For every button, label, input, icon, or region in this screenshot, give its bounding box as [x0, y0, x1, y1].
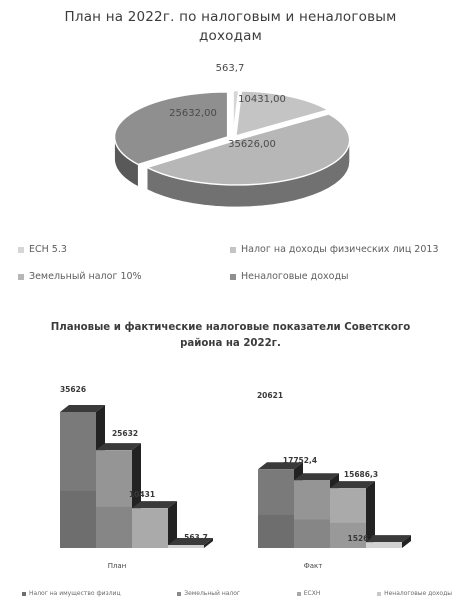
bar-top-1-4	[168, 538, 213, 545]
pie-legend-label-1: ЕСН 5.3	[29, 244, 67, 255]
bar-chart-title-line-1: Плановые и фактические налоговые показат…	[50, 322, 411, 333]
bar-band-2-3	[330, 522, 366, 548]
bar-legend-label-3: ЕСХН	[303, 590, 321, 597]
bar-side-2-4	[402, 535, 411, 548]
bar-legend-item-4: Неналоговые доходы	[377, 590, 452, 597]
bar-legend-item-2: Земельный налог	[177, 590, 240, 597]
bar-legend-item-1: Налог на имущество физлиц	[22, 590, 121, 597]
bar-group-1: 35626 25632 10431 563,7	[60, 385, 213, 548]
bar-band-2-2	[294, 519, 330, 548]
bar-top-1-2	[96, 443, 141, 451]
bar-band-2-1	[258, 514, 294, 548]
bar-legend-swatch-3	[296, 591, 301, 596]
bar-side-1-3	[168, 501, 177, 548]
pie-legend-item-3: Земельный налог 10%	[18, 271, 230, 282]
bar-chart-title: Плановые и фактические налоговые показат…	[30, 320, 431, 352]
pie-data-label-2: 10431,00	[238, 94, 286, 105]
bar-legend-label-4: Неналоговые доходы	[384, 590, 452, 597]
bar-legend: Налог на имущество физлиц Земельный нало…	[22, 590, 452, 597]
bar-group-2: 20621 17752,4 15686,3 1526,9	[257, 391, 411, 548]
pie-slice-4	[113, 91, 229, 166]
bar-legend-label-2: Земельный налог	[184, 590, 241, 597]
pie-chart-title-line-2: доходам	[198, 28, 263, 44]
pie-chart: 563,7 10431,00 35626,00 25632,00	[113, 63, 351, 208]
pie-legend-swatch-4	[230, 273, 236, 280]
bar-band-1-1	[60, 490, 96, 548]
pie-chart-title: План на 2022г. по налоговым и неналоговы…	[0, 8, 461, 46]
bar-legend-label-1: Налог на имущество физлиц	[29, 590, 121, 597]
bar-data-label-1-1: 35626	[60, 385, 86, 394]
pie-legend-swatch-2	[230, 246, 236, 253]
bar-2-4	[366, 542, 402, 548]
bar-1-4	[168, 545, 204, 548]
pie-legend-swatch-3	[18, 273, 24, 280]
bar-category-label-2: Факт	[304, 562, 323, 570]
bar-top-2-2	[294, 473, 339, 481]
pie-chart-title-line-1: План на 2022г. по налоговым и неналоговы…	[64, 9, 397, 25]
pie-data-label-1: 563,7	[216, 63, 245, 74]
bar-data-label-2-2: 17752,4	[283, 456, 317, 465]
bar-data-label-1-4: 563,7	[184, 533, 208, 542]
bar-legend-swatch-1	[22, 591, 26, 596]
pie-legend-label-3: Земельный налог 10%	[29, 271, 142, 282]
bar-data-label-2-1: 20621	[257, 391, 283, 400]
bar-data-label-2-4: 1526,9	[348, 534, 377, 543]
pie-slice-1	[232, 89, 240, 136]
bar-band-1-2	[96, 506, 132, 548]
pie-legend-label-2: Налог на доходы физических лиц 2013	[241, 244, 439, 255]
pie-tops	[113, 89, 351, 186]
bar-legend-item-3: ЕСХН	[296, 590, 321, 597]
bar-category-label-1: План	[108, 562, 127, 570]
bar-data-label-2-3: 15686,3	[344, 470, 378, 479]
bar-data-label-1-2: 25632	[112, 429, 138, 438]
bar-top-1-3	[132, 501, 177, 509]
bar-legend-swatch-2	[177, 591, 182, 596]
pie-slice-3	[145, 113, 351, 186]
pie-legend-label-4: Неналоговые доходы	[241, 271, 349, 282]
pie-legend-item-1: ЕСН 5.3	[18, 244, 230, 255]
pie-legend: ЕСН 5.3 Налог на доходы физических лиц 2…	[18, 244, 448, 282]
bar-1-3	[132, 508, 168, 548]
pie-data-label-4: 25632,00	[169, 108, 217, 119]
bar-data-label-1-3: 10431	[129, 490, 155, 499]
bar-top-2-4	[366, 535, 411, 543]
pie-legend-swatch-1	[18, 246, 24, 253]
bar-top-1-1	[60, 405, 105, 412]
bar-side-1-4	[204, 538, 213, 548]
pie-legend-item-4: Неналоговые доходы	[230, 271, 448, 282]
pie-slice-2	[235, 90, 331, 137]
bar-side-2-3	[366, 481, 375, 548]
bar-top-2-3	[330, 481, 375, 489]
bar-top-2-1	[258, 462, 303, 470]
bar-chart-title-line-2: района на 2022г.	[180, 338, 281, 349]
pie-legend-item-2: Налог на доходы физических лиц 2013	[230, 244, 448, 255]
pie-data-label-3: 35626,00	[228, 139, 276, 150]
bar-legend-swatch-4	[377, 591, 382, 596]
